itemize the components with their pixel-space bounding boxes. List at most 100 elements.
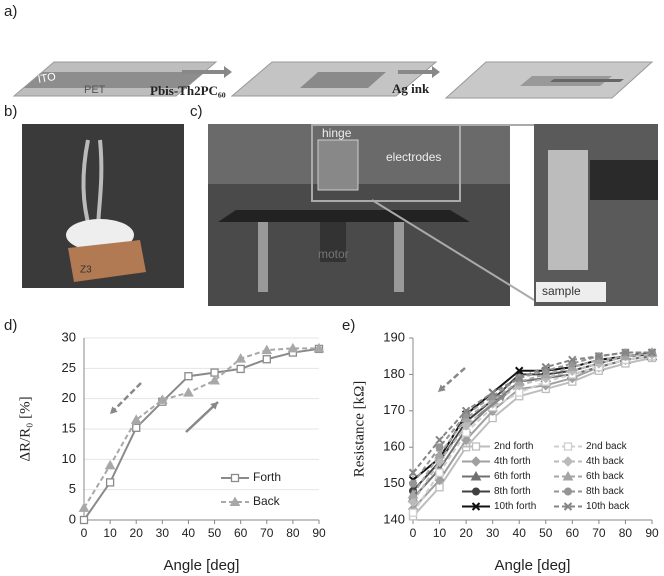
marker xyxy=(262,355,271,364)
marker xyxy=(541,362,550,372)
marker xyxy=(313,342,325,353)
legend-marker xyxy=(229,496,241,506)
zoom-sample xyxy=(548,150,588,270)
marker xyxy=(568,355,577,365)
x-axis-label: Angle [deg] xyxy=(164,557,240,574)
guide-arrowhead xyxy=(210,402,218,410)
marker xyxy=(409,479,417,488)
legend-marker xyxy=(470,456,482,467)
photo-wall xyxy=(208,124,510,184)
series-line xyxy=(412,351,652,485)
marker xyxy=(408,468,418,477)
arrow xyxy=(398,66,440,78)
x-tick-label: 80 xyxy=(619,526,633,540)
y-tick-label: 150 xyxy=(383,475,405,490)
photo-hinge xyxy=(317,139,359,191)
y-axis-label: ΔR/R₀ [%] xyxy=(17,396,33,461)
marker xyxy=(461,406,471,416)
guide-arrow xyxy=(109,382,142,415)
panel-label: a) xyxy=(4,3,17,20)
marker xyxy=(156,394,168,404)
x-tick-label: 30 xyxy=(486,526,500,540)
guide-arrow xyxy=(185,401,219,433)
series-line xyxy=(83,347,320,521)
legend-label: 8th forth xyxy=(494,486,531,497)
marker xyxy=(105,478,115,487)
zoom-line xyxy=(371,199,535,301)
series-line xyxy=(412,357,653,518)
photo-label: hinge xyxy=(322,126,352,140)
marker xyxy=(132,423,141,432)
marker xyxy=(184,372,193,381)
series-line xyxy=(412,353,653,503)
y-tick-label: 30 xyxy=(62,329,76,344)
guide-arrowhead xyxy=(498,394,506,402)
step-label: Ag ink xyxy=(392,81,430,96)
x-tick-label: 10 xyxy=(103,526,117,540)
ito-strip xyxy=(24,72,205,88)
marker xyxy=(435,443,444,452)
marker xyxy=(621,348,630,357)
panel-label: e) xyxy=(342,317,355,334)
y-tick-label: 15 xyxy=(62,420,76,435)
x-tick-label: 60 xyxy=(566,526,580,540)
legend-label: 10th forth xyxy=(494,501,536,512)
legend-marker xyxy=(564,487,572,496)
marker xyxy=(407,489,419,499)
x-tick-label: 40 xyxy=(513,526,527,540)
legend-label: 4th forth xyxy=(494,456,531,467)
legend-marker xyxy=(230,473,240,483)
legend-label: 6th forth xyxy=(494,471,531,482)
layer-label: PET xyxy=(84,84,106,96)
marker xyxy=(515,373,524,383)
x-tick-label: 10 xyxy=(433,526,447,540)
x-tick-label: 20 xyxy=(130,526,144,540)
marker xyxy=(79,515,89,525)
legend-label: 8th back xyxy=(586,486,625,497)
x-tick-label: 80 xyxy=(286,526,300,540)
label-box xyxy=(536,282,606,302)
photo-label: sample xyxy=(542,284,581,298)
panel-label: b) xyxy=(4,103,17,120)
series-line xyxy=(412,351,653,496)
photo-label: motor xyxy=(318,247,349,261)
photo-table xyxy=(218,210,470,222)
panel-label: d) xyxy=(4,317,17,334)
legend-label: Forth xyxy=(253,470,281,484)
series-line xyxy=(412,351,653,481)
legend-marker xyxy=(562,470,574,481)
marker xyxy=(209,374,220,385)
legend-label: 2nd back xyxy=(586,441,628,452)
x-tick-label: 70 xyxy=(592,526,606,540)
x-tick-label: 20 xyxy=(459,526,473,540)
marker xyxy=(104,459,116,470)
series-line xyxy=(412,351,652,474)
legend-marker xyxy=(471,502,481,511)
series-line xyxy=(83,347,319,509)
x-tick-label: 90 xyxy=(645,526,659,540)
marker xyxy=(435,435,444,445)
x-tick-label: 0 xyxy=(410,526,417,540)
sample-tag: Z3 xyxy=(80,265,92,276)
legend-label: 2nd forth xyxy=(494,441,533,452)
series-line xyxy=(412,355,653,514)
zoom-box xyxy=(311,124,461,202)
marker xyxy=(594,351,604,361)
marker xyxy=(647,348,657,357)
marker xyxy=(261,344,273,355)
legend-marker xyxy=(563,442,573,451)
marker xyxy=(183,387,194,397)
y-tick-label: 0 xyxy=(69,511,76,526)
marker xyxy=(236,364,245,374)
panel-label: c) xyxy=(190,103,203,120)
arrow xyxy=(182,66,232,78)
marker xyxy=(515,366,524,375)
layer-label: ITO xyxy=(37,71,57,86)
y-tick-label: 190 xyxy=(383,329,405,344)
marker xyxy=(235,353,247,363)
active-layer xyxy=(300,72,386,88)
legend-marker xyxy=(562,456,574,467)
photo-leg xyxy=(258,222,268,292)
